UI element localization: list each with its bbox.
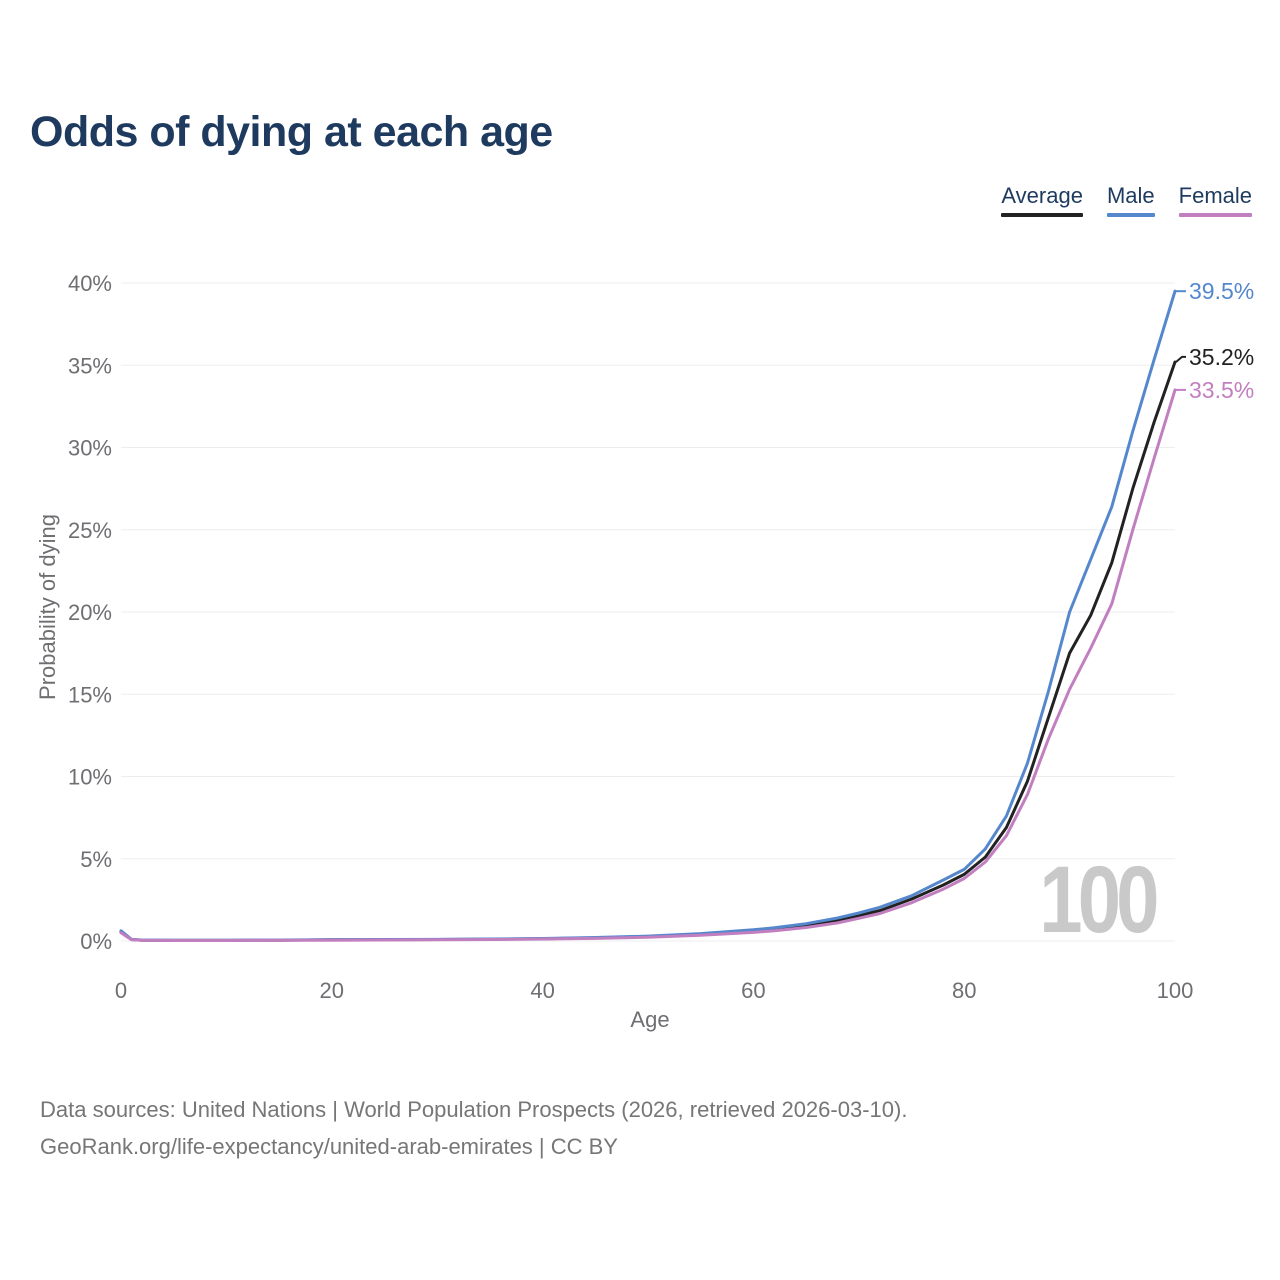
footer-source-line: Data sources: United Nations | World Pop… (40, 1097, 908, 1122)
x-tick-label: 0 (115, 978, 127, 1003)
y-tick-label: 5% (80, 847, 112, 872)
legend-item-male[interactable]: Male (1106, 183, 1155, 217)
x-axis-title: Age (630, 1007, 670, 1032)
series-line-female (119, 388, 1177, 942)
end-label-female: 33.5% (1189, 377, 1254, 403)
legend-label-female: Female (1178, 183, 1252, 208)
y-tick-label: 20% (68, 600, 112, 625)
x-tick-label: 60 (741, 978, 765, 1003)
age-watermark: 100 (1039, 847, 1160, 953)
x-tick-label: 40 (530, 978, 554, 1003)
series-line-average (119, 360, 1177, 942)
y-tick-label: 35% (68, 353, 112, 378)
legend-label-average: Average (1001, 183, 1083, 208)
y-tick-label: 25% (68, 518, 112, 543)
legend-item-average[interactable]: Average (1001, 183, 1083, 217)
legend: Average Male Female (1001, 183, 1252, 217)
legend-label-male: Male (1106, 183, 1155, 208)
x-tick-label: 100 (1157, 978, 1194, 1003)
y-tick-label: 0% (80, 929, 112, 954)
y-tick-label: 40% (68, 271, 112, 296)
end-label-leader-average (1175, 355, 1186, 363)
page-title: Odds of dying at each age (30, 108, 553, 156)
legend-item-female[interactable]: Female (1178, 183, 1252, 217)
end-label-male: 39.5% (1189, 278, 1254, 304)
legend-swatch-male (1106, 213, 1155, 217)
x-tick-label: 20 (320, 978, 344, 1003)
y-tick-label: 15% (68, 682, 112, 707)
y-tick-label: 30% (68, 436, 112, 461)
y-axis-title: Probability of dying (35, 514, 60, 700)
footer-attribution-line: GeoRank.org/life-expectancy/united-arab-… (40, 1134, 618, 1159)
x-tick-label: 80 (952, 978, 976, 1003)
legend-swatch-female (1178, 213, 1252, 217)
end-label-average: 35.2% (1189, 344, 1254, 370)
y-tick-label: 10% (68, 765, 112, 790)
legend-swatch-average (1001, 213, 1083, 217)
footer: Data sources: United Nations | World Pop… (40, 1091, 907, 1165)
series-line-male (119, 289, 1177, 942)
